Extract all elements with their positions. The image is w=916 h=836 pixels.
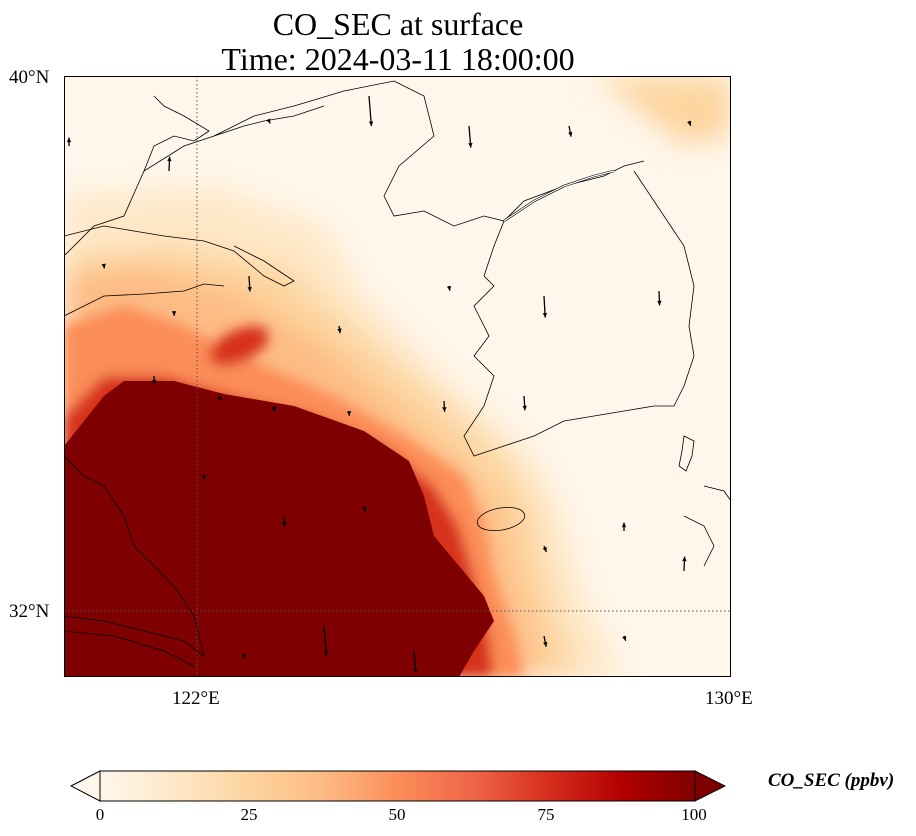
coastline-japan-island bbox=[678, 435, 695, 472]
wind-arrow bbox=[468, 125, 473, 148]
wind-arrow bbox=[687, 120, 692, 127]
map-frame bbox=[64, 76, 731, 677]
coastline-korea-west bbox=[463, 170, 695, 457]
coastline-shandong bbox=[64, 225, 295, 287]
wind-arrow bbox=[271, 405, 277, 413]
wind-arrow bbox=[543, 635, 548, 647]
map-subtitle-time: Time: 2024-03-11 18:00:00 bbox=[221, 41, 575, 77]
wind-arrow bbox=[568, 125, 573, 137]
wind-arrow bbox=[362, 505, 367, 513]
wind-arrow bbox=[522, 395, 527, 411]
lat-label-40n: 40°N bbox=[9, 67, 50, 88]
wind-arrow bbox=[247, 275, 252, 292]
lon-label-122e: 122°E bbox=[172, 688, 220, 709]
colorbar-tick-75: 75 bbox=[537, 805, 555, 824]
coastline-north bbox=[64, 80, 645, 257]
field-core-darkest bbox=[64, 381, 494, 677]
colorbar bbox=[70, 770, 726, 802]
wind-arrow bbox=[413, 650, 418, 673]
lon-label-130e: 130°E bbox=[705, 688, 753, 709]
map-panel[interactable] bbox=[64, 76, 731, 677]
inland-river bbox=[64, 455, 205, 657]
field-band-northeast bbox=[594, 76, 731, 146]
wind-vectors bbox=[66, 95, 692, 673]
colorbar-label: CO_SEC (ppbv) bbox=[768, 770, 895, 791]
wind-arrow bbox=[682, 556, 687, 572]
wind-arrow bbox=[266, 118, 271, 124]
field-hotspot-red bbox=[209, 326, 269, 366]
coastline-china-east bbox=[64, 283, 225, 317]
wind-arrow bbox=[368, 95, 374, 127]
jeju-island bbox=[476, 506, 526, 532]
coastline-yangtze bbox=[64, 615, 205, 667]
wind-arrow bbox=[337, 325, 342, 334]
wind-arrow bbox=[241, 653, 246, 659]
wind-arrow bbox=[152, 375, 157, 385]
colorbar-gradient bbox=[99, 770, 696, 802]
gridlines bbox=[64, 76, 731, 677]
colorbar-tick-100: 100 bbox=[681, 805, 707, 824]
wind-arrow bbox=[446, 285, 452, 291]
wind-arrow bbox=[542, 295, 548, 318]
wind-arrow bbox=[542, 545, 548, 553]
wind-arrow bbox=[323, 625, 329, 657]
colorbar-tick-0: 0 bbox=[95, 805, 105, 824]
coastline-kyushu bbox=[683, 485, 731, 567]
wind-arrow bbox=[101, 263, 106, 269]
wind-arrow bbox=[621, 522, 627, 531]
colorbar-tick-50: 50 bbox=[388, 805, 406, 824]
colorbar-extend-low bbox=[70, 770, 101, 802]
wind-arrow bbox=[657, 290, 662, 306]
wind-arrow bbox=[282, 515, 287, 527]
wind-arrow bbox=[346, 410, 352, 416]
wind-arrow bbox=[622, 635, 627, 642]
wind-arrow bbox=[171, 310, 177, 316]
colorbar-tick-25: 25 bbox=[240, 805, 258, 824]
coastline-liaodong bbox=[143, 95, 210, 172]
colorbar-extend-high bbox=[694, 770, 726, 802]
wind-arrow bbox=[442, 400, 447, 412]
lat-label-32n: 32°N bbox=[9, 601, 50, 622]
co-concentration-field bbox=[64, 76, 731, 677]
coastline-north-bay bbox=[213, 105, 325, 137]
wind-arrow bbox=[167, 156, 172, 172]
map-title: CO_SEC at surface bbox=[272, 6, 524, 42]
wind-arrow bbox=[66, 137, 72, 146]
coastline bbox=[64, 80, 731, 667]
wind-arrow bbox=[217, 395, 222, 402]
wind-arrow bbox=[201, 474, 207, 480]
